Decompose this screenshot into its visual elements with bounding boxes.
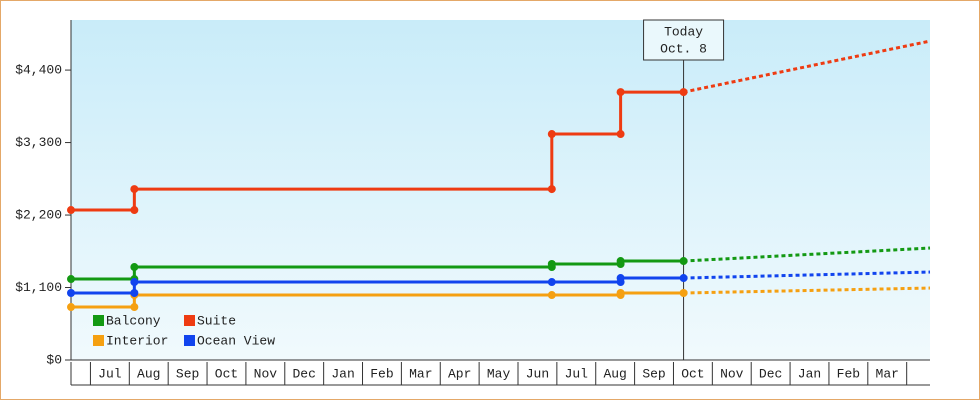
price-point xyxy=(130,206,139,215)
y-tick-label: $4,400 xyxy=(15,63,62,78)
price-point xyxy=(130,185,139,194)
today-label: Today xyxy=(664,24,703,39)
x-tick-label: Oct xyxy=(681,366,704,381)
x-tick-label: May xyxy=(487,366,511,381)
x-tick-label: Mar xyxy=(409,366,432,381)
price-point xyxy=(616,88,625,97)
legend-swatch xyxy=(93,315,104,326)
legend-swatch xyxy=(184,335,195,346)
x-tick-label: Nov xyxy=(254,366,278,381)
price-point xyxy=(616,257,625,266)
price-point xyxy=(67,275,75,284)
price-point xyxy=(130,303,139,312)
legend-swatch xyxy=(93,335,104,346)
forecast-line xyxy=(683,246,931,263)
price-point xyxy=(130,263,139,272)
x-tick-label: Dec xyxy=(759,366,782,381)
x-tick-label: Jan xyxy=(331,366,354,381)
x-tick-label: Aug xyxy=(137,366,160,381)
legend-label: Balcony xyxy=(106,313,161,328)
today-date: Oct. 8 xyxy=(660,41,707,56)
price-point xyxy=(679,274,688,283)
price-point xyxy=(130,288,139,297)
price-point xyxy=(616,288,625,297)
price-point xyxy=(547,185,556,194)
x-tick-label: Feb xyxy=(370,366,393,381)
x-tick-label: Oct xyxy=(215,366,238,381)
x-tick-label: Mar xyxy=(876,366,899,381)
price-point xyxy=(679,88,688,97)
x-tick-label: Jul xyxy=(565,366,589,381)
x-tick-label: Jan xyxy=(798,366,821,381)
y-tick-label: $1,100 xyxy=(15,280,62,295)
forecast-line xyxy=(683,270,931,280)
forecast-line xyxy=(683,286,931,295)
x-tick-label: Jun xyxy=(526,366,549,381)
price-point xyxy=(67,288,75,297)
y-tick-label: $3,300 xyxy=(15,135,62,150)
legend-label: Interior xyxy=(106,333,168,348)
today-box xyxy=(643,19,725,61)
price-point xyxy=(130,278,139,287)
price-point xyxy=(547,278,556,287)
x-tick-label: Apr xyxy=(448,366,471,381)
y-tick-label: $0 xyxy=(46,352,62,367)
x-tick-label: Sep xyxy=(642,366,665,381)
legend-label: Suite xyxy=(197,313,236,328)
x-tick-label: Dec xyxy=(293,366,316,381)
price-point xyxy=(547,259,556,268)
x-tick-label: Aug xyxy=(603,366,626,381)
x-tick-label: Jul xyxy=(98,366,122,381)
price-point xyxy=(547,130,556,139)
price-point xyxy=(679,288,688,297)
price-point xyxy=(679,257,688,266)
legend-label: Ocean View xyxy=(197,333,275,348)
y-tick-label: $2,200 xyxy=(15,207,62,222)
price-point xyxy=(616,274,625,283)
price-point xyxy=(67,206,75,215)
x-tick-label: Sep xyxy=(176,366,199,381)
x-tick-label: Nov xyxy=(720,366,744,381)
price-point xyxy=(616,130,625,139)
price-point xyxy=(547,291,556,300)
legend-swatch xyxy=(184,315,195,326)
price-point xyxy=(67,303,75,312)
x-tick-label: Feb xyxy=(837,366,860,381)
